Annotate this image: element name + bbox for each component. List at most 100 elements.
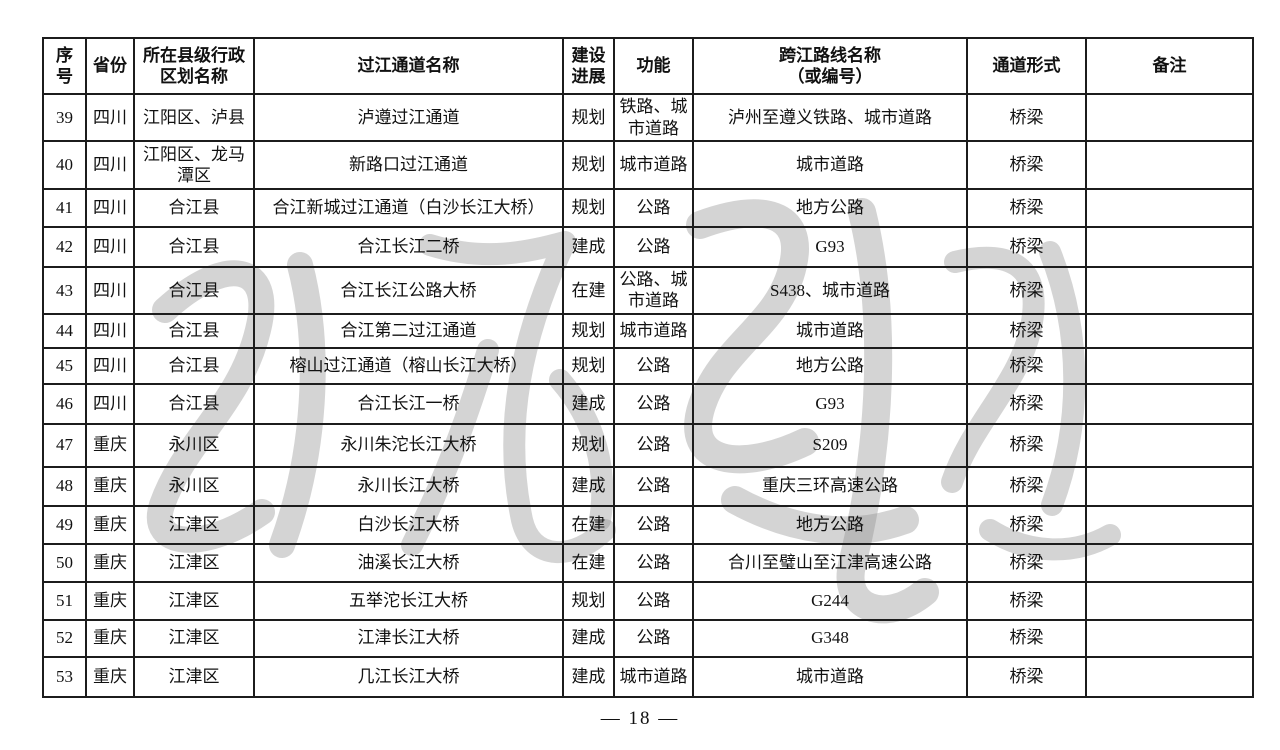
cell-no: 40 <box>42 140 87 190</box>
cell-notes <box>1085 188 1254 228</box>
cell-district: 合江县 <box>133 312 255 349</box>
cell-route: 合川至璧山至江津高速公路 <box>692 542 968 583</box>
cell-route: 地方公路 <box>692 346 968 385</box>
cell-function: 公路 <box>613 618 694 658</box>
cell-channel-name: 永川长江大桥 <box>253 465 564 507</box>
header-row: 序号 省份 所在县级行政区划名称 过江通道名称 建设 进展 功能 跨江路线名称 （或编号）通… <box>42 37 1254 95</box>
cell-notes <box>1085 312 1254 349</box>
cell-no: 50 <box>42 542 87 583</box>
table-row: 49 重庆 江津区 白沙长江大桥 在建 公路 地方公路 桥梁 <box>42 504 1254 545</box>
cell-progress: 规划 <box>562 93 615 142</box>
cell-form: 桥梁 <box>966 542 1087 583</box>
cell-province: 重庆 <box>85 618 135 658</box>
cell-route: 城市道路 <box>692 140 968 190</box>
cell-district: 永川区 <box>133 422 255 468</box>
cell-function: 公路 <box>613 465 694 507</box>
cell-form: 桥梁 <box>966 93 1087 142</box>
column-header-notes: 备注 <box>1085 37 1254 95</box>
cell-form: 桥梁 <box>966 618 1087 658</box>
cell-function: 公路 <box>613 422 694 468</box>
cell-notes <box>1085 504 1254 545</box>
cell-route: 重庆三环高速公路 <box>692 465 968 507</box>
table-row: 46 四川 合江县 合江长江一桥 建成 公路 G93 桥梁 <box>42 382 1254 425</box>
table-row: 47 重庆 永川区 永川朱沱长江大桥 规划 公路 S209 桥梁 <box>42 422 1254 468</box>
cell-route: S209 <box>692 422 968 468</box>
cell-district: 合江县 <box>133 266 255 315</box>
cell-no: 52 <box>42 618 87 658</box>
table-row: 52 重庆 江津区 江津长江大桥 建成 公路 G348 桥梁 <box>42 618 1254 658</box>
table-row: 43 四川 合江县 合江长江公路大桥 在建 公路、城市道路 S438、城市道路 桥梁 <box>42 266 1254 315</box>
table-row: 41 四川 合江县 合江新城过江通道（白沙长江大桥） 规划 公路 地方公路 桥梁 <box>42 188 1254 228</box>
cell-form: 桥梁 <box>966 655 1087 698</box>
cell-no: 41 <box>42 188 87 228</box>
cell-function: 城市道路 <box>613 140 694 190</box>
cell-progress: 规划 <box>562 422 615 468</box>
cell-channel-name: 江津长江大桥 <box>253 618 564 658</box>
table-row: 40 四川 江阳区、龙马潭区 新路口过江通道 规划 城市道路 城市道路 桥梁 <box>42 140 1254 190</box>
cell-form: 桥梁 <box>966 226 1087 268</box>
cell-district: 江津区 <box>133 580 255 621</box>
cell-district: 永川区 <box>133 465 255 507</box>
cell-function: 公路 <box>613 382 694 425</box>
column-header-no: 序号 <box>42 37 87 95</box>
cell-channel-name: 新路口过江通道 <box>253 140 564 190</box>
cell-province: 重庆 <box>85 504 135 545</box>
cell-no: 47 <box>42 422 87 468</box>
column-header-province: 省份 <box>85 37 135 95</box>
cell-function: 公路 <box>613 542 694 583</box>
cell-province: 四川 <box>85 140 135 190</box>
cell-notes <box>1085 542 1254 583</box>
cell-route: 城市道路 <box>692 655 968 698</box>
cell-channel-name: 几江长江大桥 <box>253 655 564 698</box>
cell-notes <box>1085 266 1254 315</box>
cell-channel-name: 合江长江公路大桥 <box>253 266 564 315</box>
cell-province: 重庆 <box>85 422 135 468</box>
cell-channel-name: 白沙长江大桥 <box>253 504 564 545</box>
table-row: 51 重庆 江津区 五举沱长江大桥 规划 公路 G244 桥梁 <box>42 580 1254 621</box>
cell-progress: 建成 <box>562 382 615 425</box>
cell-form: 桥梁 <box>966 580 1087 621</box>
cell-channel-name: 合江新城过江通道（白沙长江大桥） <box>253 188 564 228</box>
cell-province: 四川 <box>85 346 135 385</box>
cell-form: 桥梁 <box>966 266 1087 315</box>
cell-progress: 建成 <box>562 618 615 658</box>
cell-route: 地方公路 <box>692 504 968 545</box>
cell-progress: 规划 <box>562 580 615 621</box>
cell-route: G244 <box>692 580 968 621</box>
cell-form: 桥梁 <box>966 346 1087 385</box>
table-row: 50 重庆 江津区 油溪长江大桥 在建 公路 合川至璧山至江津高速公路 桥梁 <box>42 542 1254 583</box>
cell-function: 公路 <box>613 226 694 268</box>
cell-province: 四川 <box>85 266 135 315</box>
table-row: 42 四川 合江县 合江长江二桥 建成 公路 G93 桥梁 <box>42 226 1254 268</box>
cell-progress: 在建 <box>562 266 615 315</box>
cell-no: 45 <box>42 346 87 385</box>
cell-function: 城市道路 <box>613 312 694 349</box>
cell-route: 城市道路 <box>692 312 968 349</box>
cell-form: 桥梁 <box>966 382 1087 425</box>
cell-progress: 在建 <box>562 504 615 545</box>
cell-form: 桥梁 <box>966 140 1087 190</box>
cell-progress: 规划 <box>562 188 615 228</box>
cell-function: 城市道路 <box>613 655 694 698</box>
table-row: 53 重庆 江津区 几江长江大桥 建成 城市道路 城市道路 桥梁 <box>42 655 1254 698</box>
cell-progress: 建成 <box>562 655 615 698</box>
cell-function: 公路、城市道路 <box>613 266 694 315</box>
cell-no: 42 <box>42 226 87 268</box>
cell-route: G93 <box>692 226 968 268</box>
cell-district: 江津区 <box>133 504 255 545</box>
cell-no: 51 <box>42 580 87 621</box>
cell-province: 四川 <box>85 93 135 142</box>
cell-province: 重庆 <box>85 580 135 621</box>
cell-notes <box>1085 346 1254 385</box>
cell-notes <box>1085 140 1254 190</box>
column-header-channel-name: 过江通道名称 <box>253 37 564 95</box>
cell-district: 江津区 <box>133 618 255 658</box>
cell-notes <box>1085 382 1254 425</box>
cell-progress: 规划 <box>562 140 615 190</box>
cell-district: 合江县 <box>133 188 255 228</box>
table-body: 39 四川 江阳区、泸县 泸遵过江通道 规划 铁路、城市道路 泸州至遵义铁路、城市道路 桥梁 4… <box>42 93 1254 698</box>
table-row: 48 重庆 永川区 永川长江大桥 建成 公路 重庆三环高速公路 桥梁 <box>42 465 1254 507</box>
cell-district: 江津区 <box>133 655 255 698</box>
cell-channel-name: 合江长江二桥 <box>253 226 564 268</box>
